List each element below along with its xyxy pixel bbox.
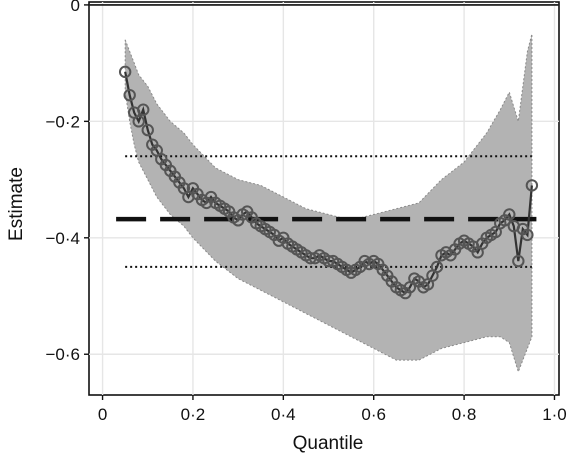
x-tick-label: 0·4 bbox=[271, 405, 296, 424]
x-axis-ticks: 0 0·2 0·4 0·6 0·8 1·0 bbox=[98, 395, 567, 424]
data-point bbox=[512, 254, 525, 268]
y-axis-title: Estimate bbox=[6, 167, 27, 241]
ci-band-area bbox=[124, 33, 533, 374]
y-axis-ticks: 0 −0·2 −0·4 −0·6 bbox=[46, 0, 89, 364]
data-point bbox=[123, 88, 136, 102]
data-point bbox=[525, 179, 539, 192]
data-point bbox=[430, 260, 444, 274]
reference-lines bbox=[89, 4, 559, 268]
x-axis-title: Quantile bbox=[293, 433, 364, 454]
data-point bbox=[132, 115, 145, 128]
data-point bbox=[503, 208, 516, 221]
data-point bbox=[521, 228, 534, 242]
x-tick-label: 1·0 bbox=[542, 405, 567, 424]
data-point bbox=[118, 65, 132, 79]
series-layer bbox=[118, 65, 539, 300]
y-tick-label: −0·6 bbox=[46, 345, 81, 364]
data-point bbox=[141, 123, 154, 137]
data-point bbox=[137, 103, 150, 116]
y-tick-label: −0·4 bbox=[46, 229, 81, 248]
x-tick-label: 0 bbox=[98, 405, 107, 424]
y-tick-label: −0·2 bbox=[46, 112, 81, 131]
confidence-band bbox=[124, 33, 533, 374]
y-tick-label: 0 bbox=[71, 0, 80, 15]
x-tick-label: 0·8 bbox=[452, 405, 477, 424]
x-tick-label: 0·2 bbox=[181, 405, 206, 424]
x-tick-label: 0·6 bbox=[361, 405, 386, 424]
